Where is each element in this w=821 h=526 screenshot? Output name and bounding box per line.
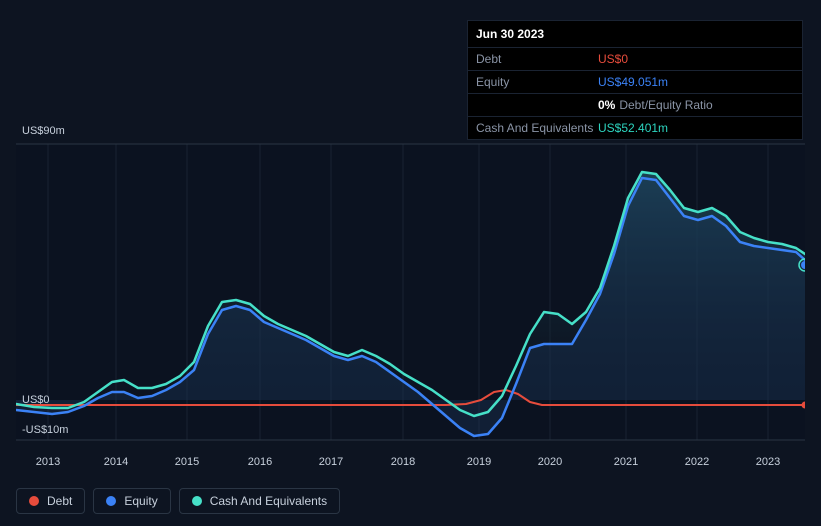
x-axis-label: 2016: [248, 456, 272, 468]
x-axis-label: 2023: [756, 456, 780, 468]
legend-item-equity[interactable]: Equity: [93, 488, 170, 514]
legend-swatch-cash: [192, 496, 202, 506]
x-axis-label: 2013: [36, 456, 60, 468]
y-axis-label: US$90m: [22, 125, 65, 137]
tooltip-title: Jun 30 2023: [468, 21, 802, 48]
legend-swatch-equity: [106, 496, 116, 506]
tooltip-label: Cash And Equivalents: [476, 121, 598, 135]
legend-label: Cash And Equivalents: [210, 494, 327, 508]
x-axis-label: 2021: [614, 456, 638, 468]
x-axis-label: 2020: [538, 456, 562, 468]
tooltip-value-cash: US$52.401m: [598, 121, 794, 135]
x-axis-label: 2019: [467, 456, 491, 468]
tooltip-label: Equity: [476, 75, 598, 89]
legend-label: Equity: [124, 494, 157, 508]
legend-item-cash[interactable]: Cash And Equivalents: [179, 488, 340, 514]
legend-swatch-debt: [29, 496, 39, 506]
x-axis-label: 2017: [319, 456, 343, 468]
tooltip-row-cash: Cash And Equivalents US$52.401m: [468, 117, 802, 139]
tooltip-label: [476, 98, 598, 112]
tooltip-value-debt: US$0: [598, 52, 794, 66]
tooltip-row-equity: Equity US$49.051m: [468, 71, 802, 94]
legend-label: Debt: [47, 494, 72, 508]
chart-container: US$90m US$0 -US$10m 2013 2014 2015 2016 2017 201…: [16, 120, 805, 480]
y-axis-label: -US$10m: [22, 424, 68, 436]
tooltip-value-equity: US$49.051m: [598, 75, 794, 89]
legend-item-debt[interactable]: Debt: [16, 488, 85, 514]
y-axis-label: US$0: [22, 394, 50, 406]
x-axis-label: 2022: [685, 456, 709, 468]
tooltip-label: Debt: [476, 52, 598, 66]
ratio-label: Debt/Equity Ratio: [619, 98, 712, 112]
x-axis-label: 2015: [175, 456, 199, 468]
x-axis-label: 2018: [391, 456, 415, 468]
tooltip-row-ratio: 0% Debt/Equity Ratio: [468, 94, 802, 117]
ratio-pct: 0%: [598, 98, 615, 112]
x-axis-label: 2014: [104, 456, 128, 468]
time-series-chart[interactable]: [16, 120, 805, 444]
chart-tooltip: Jun 30 2023 Debt US$0 Equity US$49.051m …: [467, 20, 803, 140]
tooltip-value-ratio: 0% Debt/Equity Ratio: [598, 98, 794, 112]
tooltip-row-debt: Debt US$0: [468, 48, 802, 71]
legend: Debt Equity Cash And Equivalents: [16, 488, 340, 514]
